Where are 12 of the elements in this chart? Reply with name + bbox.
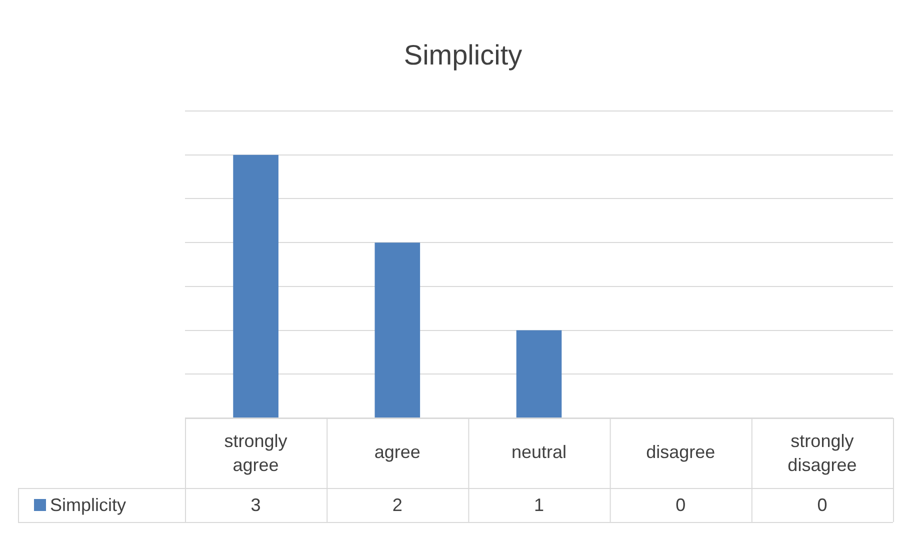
data-label: 2 <box>392 494 402 515</box>
x-tick-label: agree <box>374 442 420 462</box>
data-label: 3 <box>250 494 261 515</box>
data-label: 1 <box>534 494 544 515</box>
x-tick-label: strongly disagree <box>788 430 857 475</box>
legend-label: Simplicity <box>50 494 126 515</box>
x-tick-label: strongly agree <box>224 430 288 475</box>
data-label: 0 <box>676 494 686 515</box>
data-label: 0 <box>817 494 828 515</box>
x-tick-label: disagree <box>646 442 716 462</box>
chart-title: Simplicity <box>404 40 522 71</box>
x-tick-label: neutral <box>511 442 567 462</box>
